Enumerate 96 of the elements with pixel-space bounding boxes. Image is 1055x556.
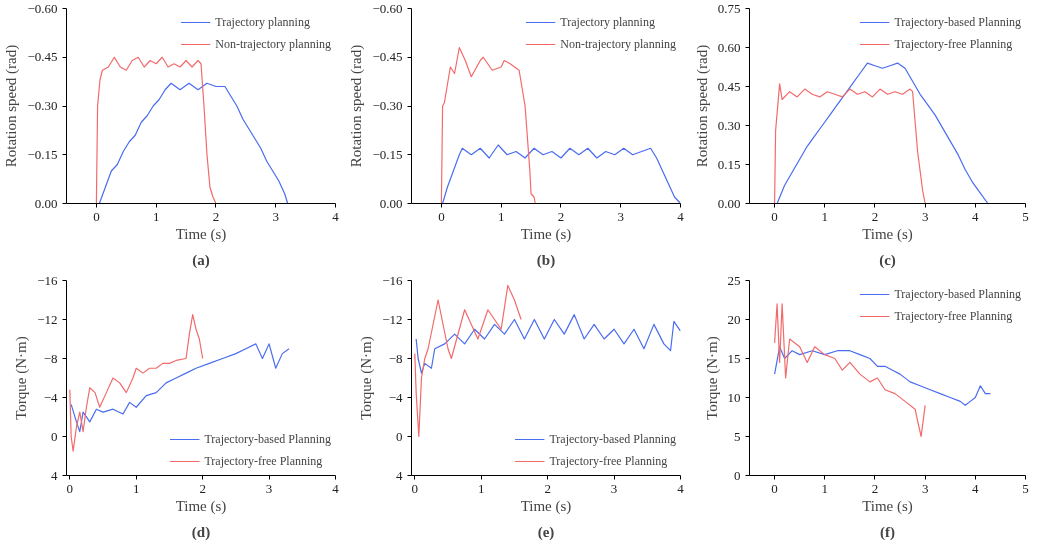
y-tick-label: 4 xyxy=(51,467,58,483)
y-tick-label: 20 xyxy=(727,311,741,327)
x-tick-label: 2 xyxy=(199,480,206,496)
y-tick-label: 10 xyxy=(727,389,741,405)
y-tick-label: 0.00 xyxy=(34,195,58,211)
y-tick-label: −4 xyxy=(43,389,58,405)
x-tick-label: 4 xyxy=(677,480,685,496)
x-tick-label: 4 xyxy=(677,208,685,224)
y-axis-title: Torque (N·m) xyxy=(703,336,721,420)
x-tick-label: 4 xyxy=(972,208,980,224)
y-axis-title: Torque (N·m) xyxy=(13,336,31,420)
legend-label: Trajectory-free Planning xyxy=(204,453,323,469)
x-tick-label: 0 xyxy=(771,208,778,224)
x-tick-label: 1 xyxy=(821,480,829,496)
y-tick-label: 15 xyxy=(727,350,741,366)
x-tick-label: 0 xyxy=(771,480,778,496)
y-tick-label: 4 xyxy=(396,467,403,483)
x-tick-label: 2 xyxy=(871,480,879,496)
x-tick-label: 4 xyxy=(332,208,340,224)
y-tick-label: −8 xyxy=(43,350,58,366)
y-axis-title: Rotation speed (rad) xyxy=(348,44,366,168)
y-tick-label: 0.60 xyxy=(717,39,741,55)
y-tick-label: 0.75 xyxy=(717,0,741,16)
legend-label: Non-trajectory planning xyxy=(215,36,331,52)
x-tick-label: 1 xyxy=(477,480,485,496)
y-tick-label: −0.15 xyxy=(27,146,58,162)
text: (d) xyxy=(191,523,211,541)
x-tick-label: 3 xyxy=(272,208,279,224)
legend-label: Trajectory-based Planning xyxy=(549,431,676,447)
y-tick-label: −0.30 xyxy=(372,98,403,113)
x-axis-title: Time (s) xyxy=(862,225,913,243)
x-axis-title: Time (s) xyxy=(175,225,227,243)
x-tick-label: 0 xyxy=(66,480,74,496)
y-tick-label: −0.60 xyxy=(27,0,58,16)
text: (c) xyxy=(879,251,896,269)
x-tick-label: 3 xyxy=(921,208,929,224)
y-tick-label: 5 xyxy=(734,428,741,444)
x-tick-label: 2 xyxy=(212,208,220,224)
y-tick-label: −4 xyxy=(388,389,403,405)
legend-label: Trajectory-free Planning xyxy=(894,36,1013,52)
y-tick-label: −0.30 xyxy=(27,98,58,113)
y-tick-label: −12 xyxy=(382,311,403,327)
x-axis-title: Time (s) xyxy=(862,497,913,515)
y-tick-label: 0.00 xyxy=(379,195,403,211)
x-axis-title: Time (s) xyxy=(520,225,572,243)
x-tick-label: 4 xyxy=(972,480,980,496)
legend-label: Trajectory-based Planning xyxy=(894,14,1021,30)
y-tick-label: 0 xyxy=(51,428,58,444)
x-tick-label: 3 xyxy=(610,480,618,496)
x-tick-label: 0 xyxy=(438,208,445,224)
legend-label: Trajectory-based Planning xyxy=(894,286,1021,302)
x-tick-label: 1 xyxy=(132,480,140,496)
y-tick-label: −12 xyxy=(37,311,58,327)
legend-label: Trajectory-free Planning xyxy=(549,453,668,469)
legend-label: Non-trajectory planning xyxy=(560,36,676,52)
y-tick-label: 0.45 xyxy=(717,78,741,94)
y-tick-label: 25 xyxy=(727,272,741,288)
y-tick-label: 0.00 xyxy=(717,195,741,211)
y-tick-label: −0.60 xyxy=(372,0,403,16)
y-tick-label: −16 xyxy=(37,272,58,288)
y-tick-label: −0.15 xyxy=(372,146,403,162)
x-tick-label: 2 xyxy=(557,208,565,224)
legend-label: Trajectory-free Planning xyxy=(894,308,1013,324)
y-tick-label: −0.45 xyxy=(27,49,58,65)
x-tick-label: 1 xyxy=(152,208,160,224)
y-tick-label: −16 xyxy=(382,272,403,288)
text: (a) xyxy=(192,251,210,269)
x-tick-label: 3 xyxy=(617,208,624,224)
legend-label: Trajectory planning xyxy=(215,14,310,30)
x-tick-label: 1 xyxy=(821,208,829,224)
x-tick-label: 2 xyxy=(544,480,551,496)
legend-label: Trajectory-based Planning xyxy=(204,431,331,447)
y-axis-title: Rotation speed (rad) xyxy=(693,44,711,168)
x-tick-label: 3 xyxy=(265,480,273,496)
y-tick-label: 0 xyxy=(396,428,403,444)
text: (f) xyxy=(880,523,896,541)
x-tick-label: 0 xyxy=(93,208,100,224)
x-axis-title: Time (s) xyxy=(175,497,227,515)
x-tick-label: 4 xyxy=(332,480,340,496)
x-tick-label: 2 xyxy=(871,208,879,224)
y-tick-label: 0.15 xyxy=(717,156,741,172)
legend-label: Trajectory planning xyxy=(560,14,655,30)
x-tick-label: 1 xyxy=(497,208,505,224)
x-tick-label: 0 xyxy=(411,480,419,496)
x-tick-label: 5 xyxy=(1022,480,1029,496)
x-axis-title: Time (s) xyxy=(520,497,572,515)
x-tick-label: 5 xyxy=(1022,208,1029,224)
text: (b) xyxy=(536,251,556,269)
y-tick-label: 0 xyxy=(734,467,741,483)
text: (e) xyxy=(537,523,555,541)
y-axis-title: Torque (N·m) xyxy=(358,336,376,420)
y-axis-title: Rotation speed (rad) xyxy=(3,44,21,168)
x-tick-label: 3 xyxy=(921,480,929,496)
y-tick-label: −0.45 xyxy=(372,49,403,65)
y-tick-label: −8 xyxy=(388,350,403,366)
y-tick-label: 0.30 xyxy=(717,117,741,133)
